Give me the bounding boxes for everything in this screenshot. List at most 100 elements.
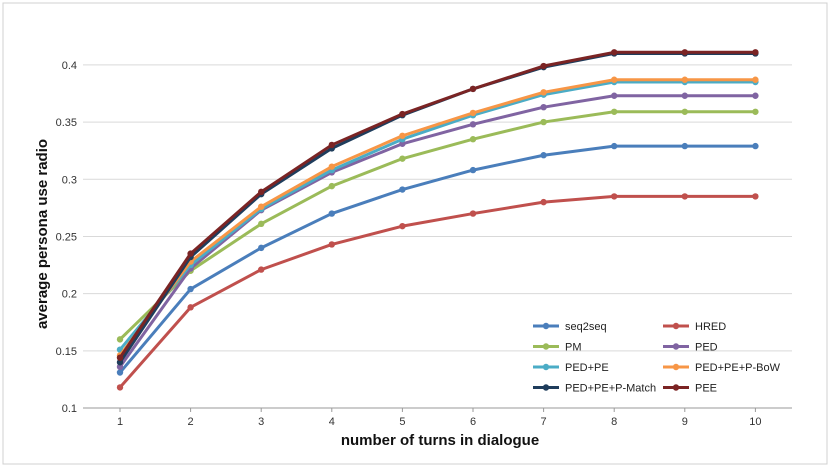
data-point-pee [116,354,124,361]
legend-swatch-marker [672,322,680,330]
data-point-seq2seq [399,186,406,193]
y-tick-label: 0.3 [62,174,77,186]
legend-swatch-marker [542,384,550,391]
data-point-hred [116,384,124,391]
data-point-ped [681,92,688,99]
series-line-ped-pe-p-bow [118,78,757,357]
series-pm [116,108,759,343]
legend-item-ped-pe: PED+PE [533,362,609,374]
series-line-ped-pe [118,80,757,352]
legend-item-pee: PEE [663,383,717,395]
x-tick-label: 6 [470,416,476,428]
series-ped-pe-p-match [116,50,759,366]
data-point-ped-pe-p-bow [469,109,477,117]
data-point-seq2seq [681,142,688,150]
data-point-pm [752,108,759,115]
legend-swatch-marker [542,363,550,371]
series-ped-pe-p-bow [116,76,759,359]
legend-swatch-marker [542,322,550,330]
data-point-hred [540,198,547,206]
data-point-ped [540,103,547,111]
series-pee [116,49,759,361]
x-tick-label: 10 [749,416,761,428]
series-ped-pe [116,78,759,353]
data-point-pee [399,110,406,118]
legend-swatch-marker [672,343,680,350]
legend-item-pm: PM [533,342,582,354]
series-line-ped [118,94,757,369]
legend-label: PED+PE [565,362,609,374]
data-point-seq2seq [116,369,124,376]
legend-label: seq2seq [565,321,607,333]
series-line-hred [118,194,757,389]
data-point-ped [611,92,618,99]
legend-item-seq2seq: seq2seq [533,321,607,333]
data-point-seq2seq [540,152,547,159]
data-point-pm [399,155,406,162]
data-point-ped-pe-p-bow [540,89,547,96]
legend-label: PM [565,342,582,354]
data-point-seq2seq [328,210,335,217]
x-tick-label: 2 [188,416,194,428]
series-seq2seq [116,142,759,376]
series-line-pee [118,50,757,360]
data-point-ped-pe-p-bow [611,76,618,83]
data-point-ped-pe-p-bow [258,203,265,210]
data-point-pm [258,220,265,228]
legend-item-ped-pe-p-bow: PED+PE+P-BoW [663,362,781,374]
data-point-hred [258,266,265,273]
y-tick-label: 0.25 [56,231,77,243]
data-point-seq2seq [187,285,194,293]
data-point-hred [187,304,194,311]
legend-swatch-marker [672,384,680,391]
data-point-pm [611,108,618,115]
data-point-ped [399,140,406,147]
data-point-ped-pe-p-bow [752,76,759,83]
data-point-pee [752,49,759,56]
data-point-pm [328,182,335,190]
y-axis-title: average persona use radio [34,139,51,329]
data-point-pm [681,108,688,115]
x-tick-label: 4 [329,416,335,428]
x-axis-title: number of turns in dialogue [341,432,539,449]
data-point-ped-pe-p-bow [681,76,688,83]
data-point-hred [611,193,618,200]
data-point-ped-pe-p-bow [399,132,406,139]
series-line-pm [118,110,757,341]
x-tick-label: 3 [258,416,264,428]
data-point-hred [681,193,688,200]
y-tick-label: 0.1 [62,403,77,415]
data-point-pee [469,85,477,93]
data-point-seq2seq [611,142,618,150]
data-point-pee [187,250,194,257]
y-tick-label: 0.4 [62,60,77,72]
data-point-pm [469,136,477,143]
data-point-ped-pe-p-match [116,359,124,366]
data-point-ped [116,363,124,371]
data-point-ped [752,92,759,99]
legend-item-ped-pe-p-match: PED+PE+P-Match [533,383,656,395]
data-point-pee [611,49,618,56]
legend-swatch-marker [672,363,680,371]
data-point-hred [399,222,406,230]
data-point-seq2seq [258,244,265,252]
data-point-ped-pe-p-bow [328,163,335,170]
series-hred [116,193,759,391]
y-tick-label: 0.35 [56,117,77,129]
y-tick-label: 0.15 [56,346,77,358]
legend-label: PEE [695,383,717,395]
x-tick-label: 1 [117,416,123,428]
data-point-hred [469,210,477,217]
data-point-pm [540,118,547,126]
legend-label: HRED [695,321,726,333]
series-line-ped-pe-p-match [118,51,757,364]
data-point-pm [116,336,124,343]
legend-swatch-marker [542,343,550,350]
data-point-pee [681,49,688,56]
data-point-pee [328,141,335,149]
data-point-pee [540,62,547,70]
series-line-seq2seq [118,144,757,375]
